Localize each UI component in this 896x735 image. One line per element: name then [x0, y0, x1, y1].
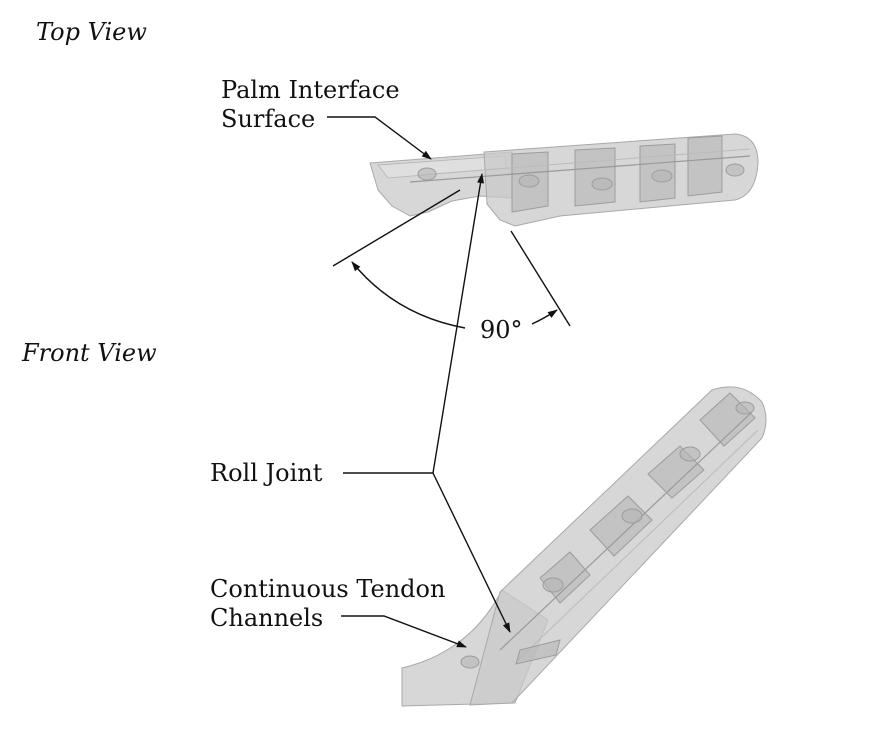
roll-joint-label: Roll Joint — [210, 459, 323, 487]
palm-interface-label-line2: Surface — [221, 105, 315, 133]
roll-joint-leader-front — [432, 472, 511, 633]
top-view-finger — [369, 133, 759, 227]
tendon-channels-label-line2: Channels — [210, 604, 323, 632]
angle-arc-left — [351, 261, 466, 329]
top-view-title: Top View — [36, 18, 147, 46]
front-view-title: Front View — [21, 339, 157, 367]
palm-interface-leader — [327, 116, 432, 160]
tendon-channels-callout: Continuous Tendon Channels — [210, 575, 467, 648]
extension-line-right — [510, 230, 571, 327]
roll-joint-callout: Roll Joint — [210, 173, 511, 633]
tendon-channels-leader — [341, 615, 467, 648]
angle-dimension: 90° — [332, 189, 571, 344]
front-view-finger — [401, 386, 767, 707]
tendon-channels-label-line1: Continuous Tendon — [210, 575, 445, 603]
palm-interface-callout: Palm Interface Surface — [221, 76, 432, 160]
roll-joint-leader-top — [432, 173, 484, 474]
angle-arc-right — [531, 309, 558, 325]
extension-line-left — [332, 189, 461, 267]
palm-interface-label-line1: Palm Interface — [221, 76, 400, 104]
angle-label: 90° — [480, 316, 523, 344]
